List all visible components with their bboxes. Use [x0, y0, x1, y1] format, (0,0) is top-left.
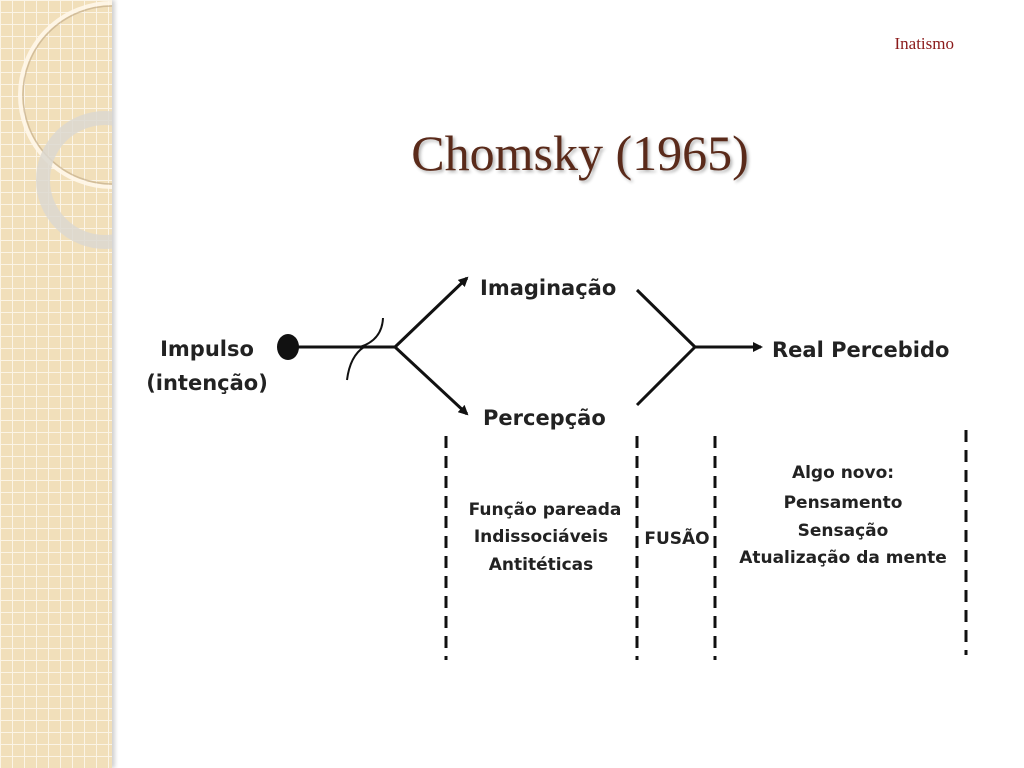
decorative-rings — [18, 1, 112, 249]
fusion-text: FUSÃO — [644, 526, 709, 549]
slide-header: Inatismo — [894, 34, 955, 53]
new-text-1: Algo novo: — [792, 463, 894, 483]
perception-label: Percepção — [483, 406, 606, 430]
new-text-4: Atualização da mente — [739, 548, 947, 568]
merge-line-top — [635, 288, 697, 349]
paired-text-1: Função pareada — [469, 500, 622, 520]
curve-mark-lower — [346, 346, 365, 381]
decorative-side-strip — [0, 0, 112, 768]
arrow-to-perception — [393, 345, 469, 416]
paired-text-2: Indissociáveis — [474, 527, 608, 547]
source-dot — [277, 334, 299, 360]
new-text-3: Sensação — [798, 521, 889, 541]
arrow-to-imagination — [393, 276, 469, 349]
paired-text-3: Antitéticas — [489, 555, 594, 575]
new-text-2: Pensamento — [784, 493, 903, 513]
merge-line-bottom — [635, 345, 697, 407]
imagination-label: Imaginação — [480, 276, 616, 300]
result-label: Real Percebido — [772, 338, 949, 362]
source-label-line1: Impulso — [160, 337, 254, 361]
curve-mark-upper — [359, 317, 384, 348]
source-label-line2: (intenção) — [146, 371, 268, 395]
slide-title: Chomsky (1965) — [411, 125, 749, 181]
